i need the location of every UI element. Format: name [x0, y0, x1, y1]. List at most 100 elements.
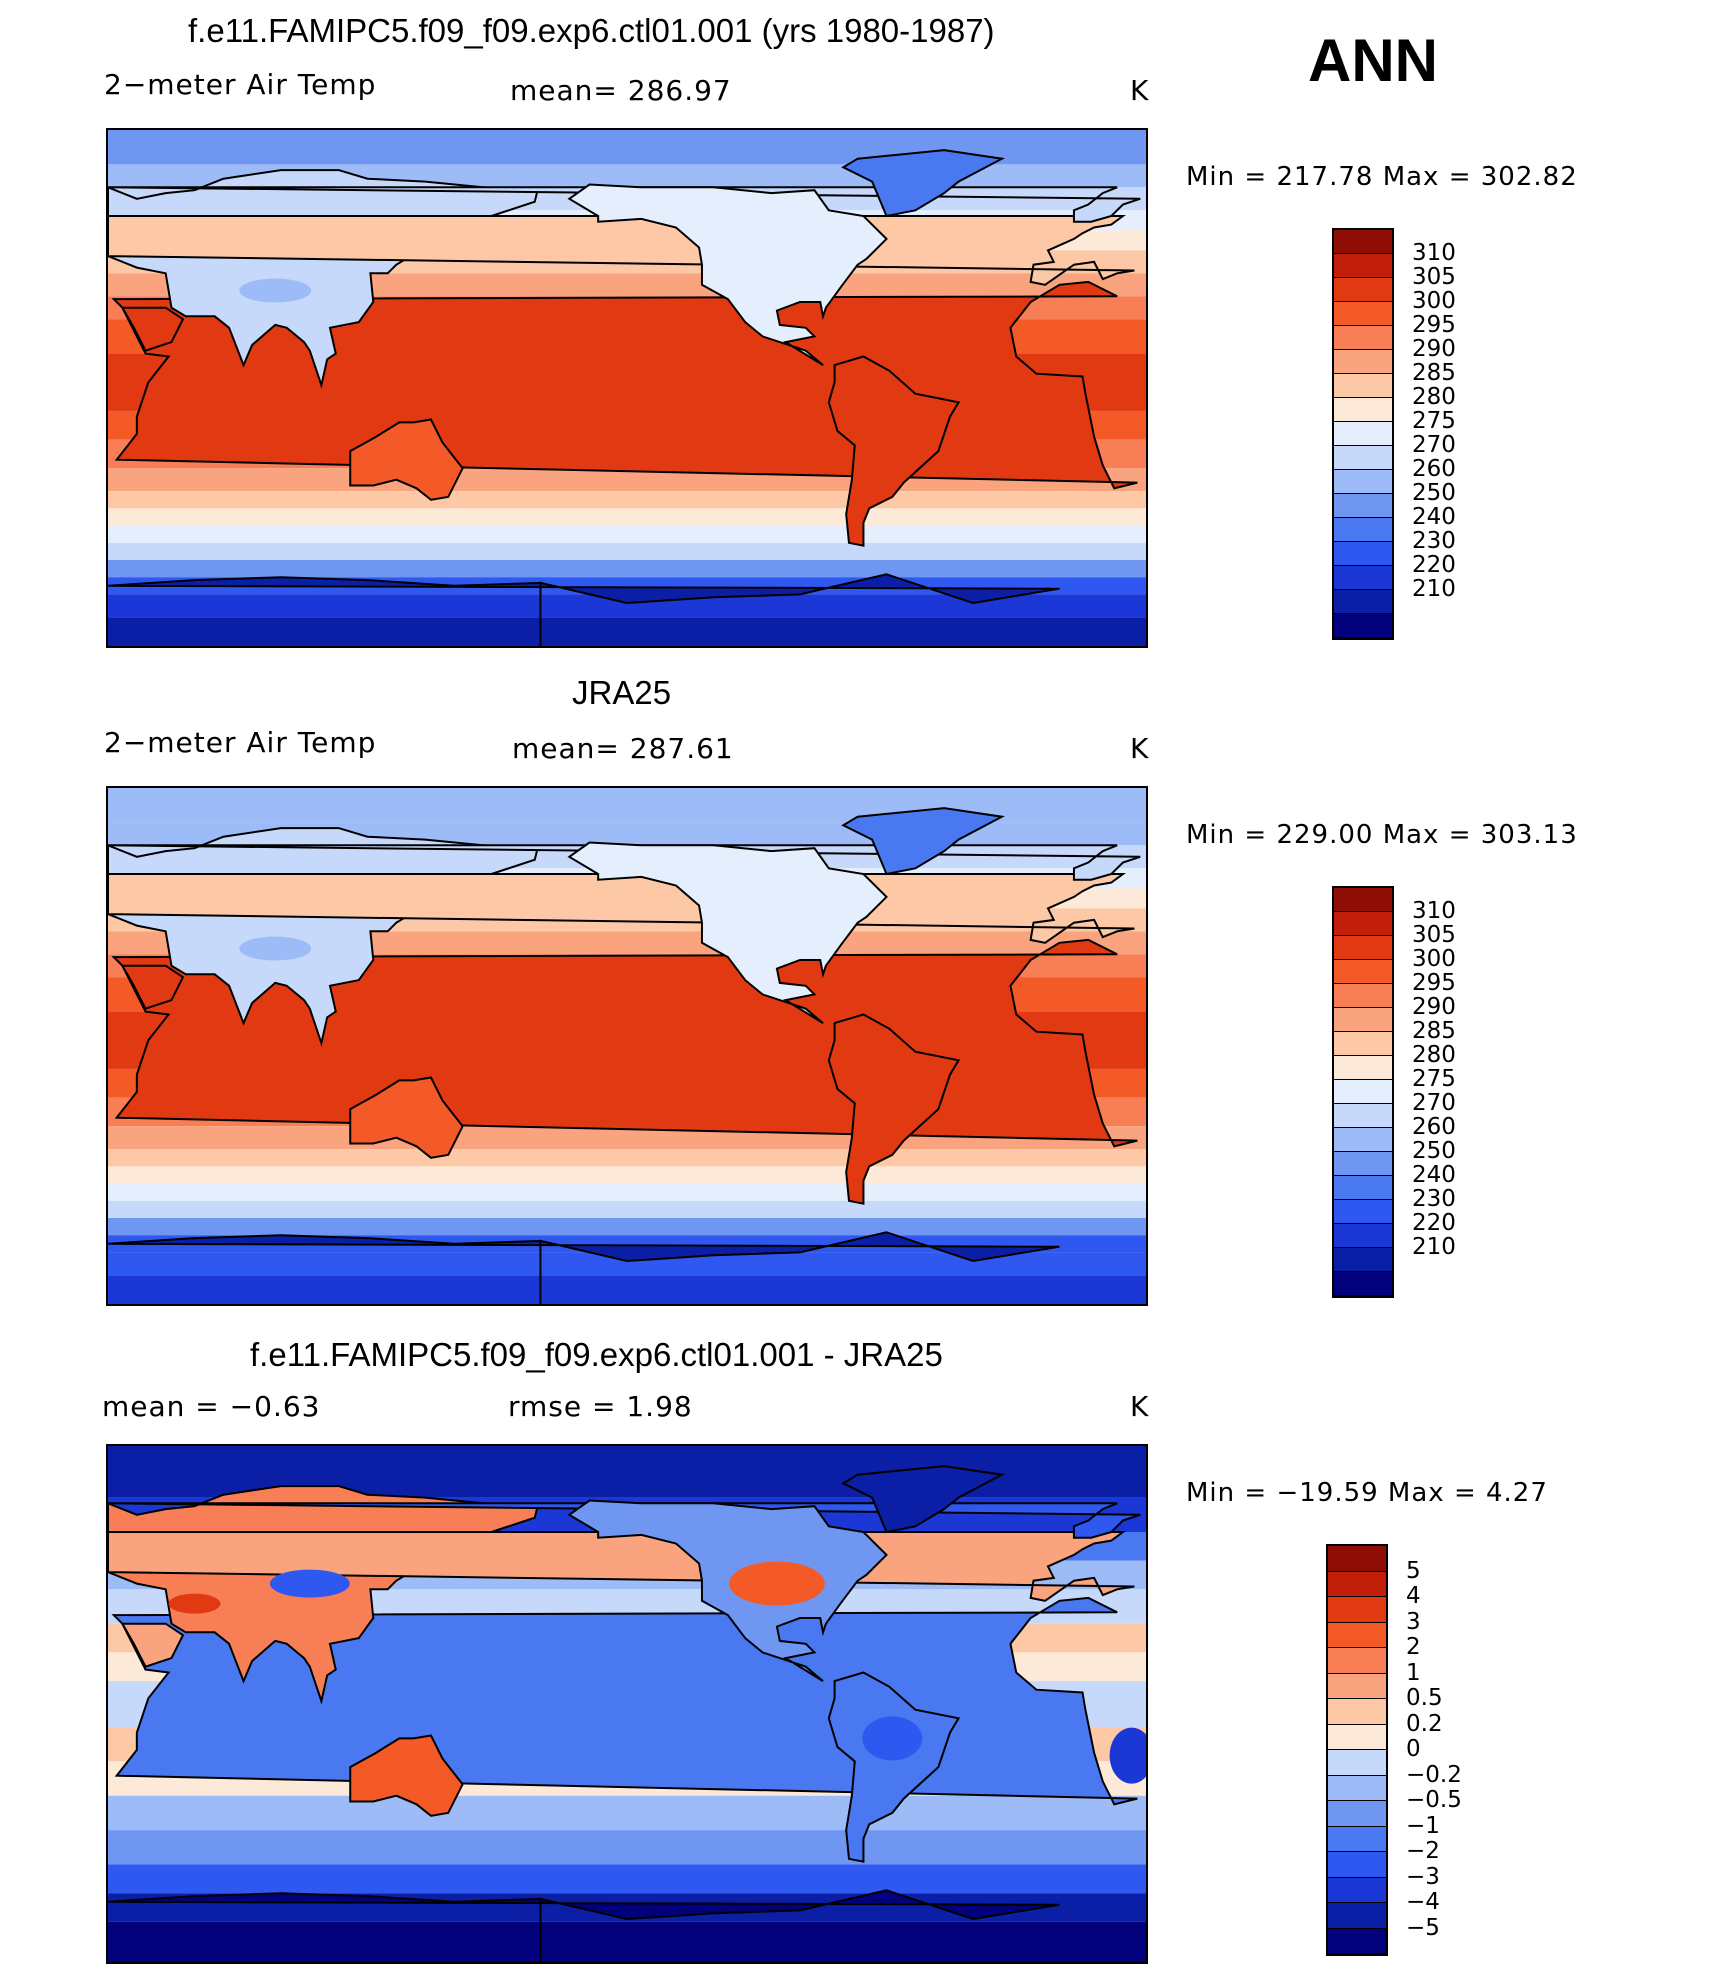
colorbar-swatch [1334, 984, 1392, 1008]
temperature-band [108, 1200, 1146, 1218]
colorbar-level-label: 0 [1406, 1736, 1421, 1762]
colorbar-swatch [1328, 1546, 1386, 1572]
colorbar-level-label: 260 [1412, 456, 1456, 482]
colorbar-swatch [1334, 542, 1392, 566]
panel-model-colorbar [1332, 228, 1394, 640]
difference-band [108, 1864, 1146, 1894]
panel-obs-units: K [1130, 732, 1150, 765]
colorbar-level-label: −3 [1406, 1863, 1440, 1890]
colorbar-level-label: 0.5 [1406, 1685, 1443, 1711]
colorbar-level-label: 270 [1412, 432, 1456, 458]
colorbar-swatch [1334, 1200, 1392, 1224]
continent-greenland [841, 807, 1006, 876]
panel-model-mean-label: mean= 286.97 [510, 74, 732, 107]
colorbar-swatch [1334, 1056, 1392, 1080]
colorbar-swatch [1334, 446, 1392, 470]
continent-australia [349, 1734, 464, 1817]
colorbar-level-label: 285 [1412, 1018, 1456, 1044]
colorbar-level-label: −0.5 [1406, 1787, 1462, 1813]
colorbar-level-label: 300 [1412, 288, 1456, 314]
continent-southAm [827, 1013, 961, 1205]
colorbar-swatch [1328, 1775, 1386, 1801]
colorbar-level-label: 220 [1412, 1210, 1456, 1236]
colorbar-swatch [1328, 1852, 1386, 1878]
continent-northAm [567, 1499, 888, 1682]
continent-northAm [567, 183, 888, 366]
continent-australia [349, 418, 464, 501]
continent-antarctica [108, 1231, 1060, 1304]
colorbar-swatch [1334, 230, 1392, 254]
colorbar-swatch [1328, 1801, 1386, 1827]
colorbar-swatch [1334, 278, 1392, 302]
temperature-band [108, 594, 1146, 618]
colorbar-level-label: 305 [1412, 264, 1456, 290]
colorbar-swatch [1328, 1877, 1386, 1903]
colorbar-swatch [1328, 1597, 1386, 1623]
panel-diff-units: K [1130, 1390, 1150, 1423]
colorbar-swatch [1334, 398, 1392, 422]
season-label: ANN [1308, 27, 1438, 94]
difference-anomaly-patch [1109, 1727, 1146, 1784]
colorbar-swatch [1334, 1032, 1392, 1056]
colorbar-level-label: 0.2 [1406, 1710, 1443, 1737]
colorbar-swatch [1334, 470, 1392, 494]
continent-arabia [120, 1622, 185, 1668]
colorbar-level-label: 2 [1406, 1634, 1421, 1660]
colorbar-level-label: 280 [1412, 1042, 1456, 1068]
difference-band [108, 1830, 1146, 1865]
continent-northAm [567, 841, 888, 1024]
colorbar-level-label: 290 [1412, 994, 1456, 1020]
colorbar-swatch [1328, 1622, 1386, 1648]
colorbar-level-label: 305 [1412, 922, 1456, 948]
colorbar-level-label: 300 [1412, 946, 1456, 972]
colorbar-level-label: 260 [1412, 1114, 1456, 1140]
temperature-band [108, 525, 1146, 543]
colorbar-level-label: 295 [1412, 970, 1456, 996]
temperature-band [108, 617, 1146, 646]
colorbar-swatch [1334, 1008, 1392, 1032]
colorbar-swatch [1328, 1903, 1386, 1929]
colorbar-level-label: −4 [1406, 1889, 1440, 1915]
colorbar-swatch [1328, 1724, 1386, 1750]
colorbar-level-label: 1 [1406, 1659, 1421, 1686]
colorbar-swatch [1328, 1699, 1386, 1725]
colorbar-level-label: 220 [1412, 552, 1456, 578]
panel-diff-rmse-label: rmse = 1.98 [508, 1390, 693, 1423]
colorbar-level-label: 275 [1412, 1066, 1456, 1092]
temperature-band [108, 560, 1146, 578]
colorbar-swatch [1328, 1648, 1386, 1674]
colorbar-swatch [1334, 1152, 1392, 1176]
colorbar-level-label: 240 [1412, 504, 1456, 530]
temperature-band [108, 1252, 1146, 1276]
colorbar-level-label: −0.2 [1406, 1761, 1462, 1788]
colorbar-swatch [1334, 302, 1392, 326]
colorbar-level-label: 3 [1406, 1608, 1421, 1635]
colorbar-swatch [1328, 1750, 1386, 1776]
panel-obs-colorbar [1332, 886, 1394, 1298]
colorbar-swatch [1334, 590, 1392, 614]
colorbar-swatch [1334, 960, 1392, 984]
panel-obs-map [106, 786, 1148, 1306]
colorbar-level-label: 280 [1412, 384, 1456, 410]
colorbar-swatch [1328, 1673, 1386, 1699]
colorbar-swatch [1328, 1571, 1386, 1597]
continent-southAm [827, 1671, 961, 1863]
difference-map-svg [108, 1446, 1146, 1962]
difference-anomaly-patch [862, 1716, 923, 1761]
colorbar-level-label: −1 [1406, 1812, 1440, 1839]
continent-arabia [120, 306, 185, 352]
colorbar-level-label: 230 [1412, 528, 1456, 554]
difference-band [108, 1921, 1146, 1962]
colorbar-level-label: 275 [1412, 408, 1456, 434]
temperature-band [108, 1149, 1146, 1167]
colorbar-swatch [1334, 936, 1392, 960]
colorbar-swatch [1334, 350, 1392, 374]
colorbar-level-label: 250 [1412, 480, 1456, 506]
continent-southAm [827, 355, 961, 547]
continent-antarctica [108, 1889, 1060, 1962]
panel-diff-minmax: Min = −19.59 Max = 4.27 [1186, 1478, 1548, 1508]
panel-model-units: K [1130, 74, 1150, 107]
colorbar-level-label: 230 [1412, 1186, 1456, 1212]
colorbar-swatch [1334, 566, 1392, 590]
colorbar-level-label: 5 [1406, 1557, 1421, 1584]
